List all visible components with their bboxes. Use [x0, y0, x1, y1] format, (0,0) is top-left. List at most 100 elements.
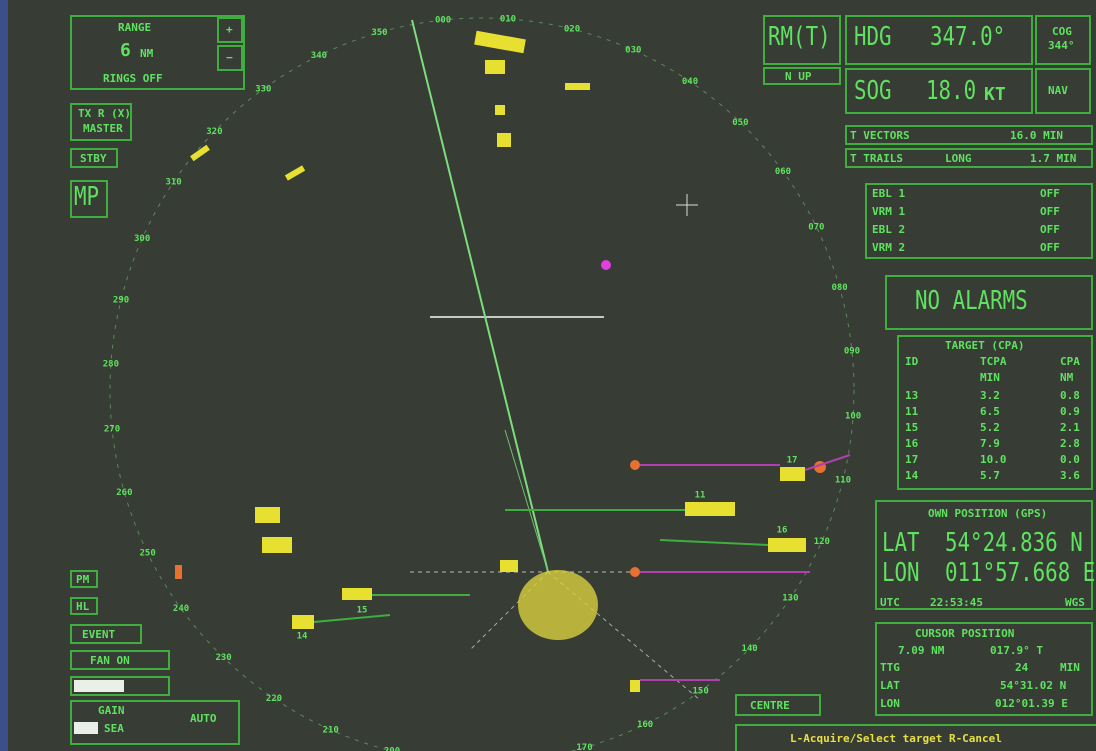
sea[interactable]: SEA: [104, 722, 124, 735]
standby: STBY: [80, 152, 107, 165]
centre-button[interactable]: [735, 694, 821, 716]
bearing-label: 210: [323, 725, 339, 735]
target-label: 11: [695, 491, 706, 501]
motion-button[interactable]: [70, 180, 108, 218]
cursor-position: [875, 622, 1093, 716]
motion-mode: MP: [74, 182, 100, 212]
rings-toggle[interactable]: RINGS OFF: [103, 72, 163, 85]
gain-level: [74, 680, 124, 692]
target-unit: NM: [1060, 371, 1074, 384]
vectors-row[interactable]: [845, 125, 1093, 145]
ebl-vrm-state[interactable]: OFF: [1040, 205, 1060, 218]
alarm-box: [885, 275, 1093, 330]
bearing-label: 020: [564, 25, 580, 35]
target-cell: 10.0: [980, 453, 1007, 466]
bearing-label: 320: [206, 127, 222, 137]
target-cell[interactable]: 17: [905, 453, 919, 466]
target-cell: 5.7: [980, 469, 1000, 482]
ebl-vrm-state[interactable]: OFF: [1040, 241, 1060, 254]
range-unit: NM: [140, 47, 154, 60]
sea-level: [74, 722, 98, 734]
ebl-vrm-name[interactable]: EBL 2: [872, 223, 906, 236]
heading-line: [411, 19, 549, 573]
ttg-value: 24: [1015, 661, 1029, 674]
hdg-value: 347.0°: [930, 22, 1006, 52]
fan-button[interactable]: [70, 650, 170, 670]
target-vectors: [313, 454, 851, 681]
status-text: L-Acquire/Select target R-Cancel: [790, 732, 1002, 745]
bearing-label: 330: [255, 85, 271, 95]
target-label: 16: [777, 526, 788, 536]
target-cell[interactable]: 16: [905, 437, 919, 450]
ebl-vrm-name[interactable]: EBL 1: [872, 187, 906, 200]
target-cell[interactable]: 11: [905, 405, 919, 418]
bearing-label: 080: [831, 283, 847, 293]
presentation[interactable]: RM(T): [768, 22, 831, 52]
bearing-label: 250: [140, 549, 156, 559]
ttg-label: TTG: [880, 661, 900, 674]
target-unit: MIN: [980, 371, 1000, 384]
target-cell[interactable]: 15: [905, 421, 919, 434]
own-position: [875, 500, 1093, 610]
presentation-box: [763, 15, 841, 65]
bearing-label: 070: [808, 222, 824, 232]
vectors-time: 16.0 MIN: [1010, 129, 1063, 142]
centre-label: CENTRE: [750, 699, 790, 712]
target-cell: 2.1: [1060, 421, 1080, 434]
ebl-vrm-state[interactable]: OFF: [1040, 223, 1060, 236]
ttg-unit: MIN: [1060, 661, 1080, 674]
target-label: 14: [297, 632, 308, 642]
bearing-label: 170: [576, 743, 592, 751]
lon-value: 011°57.668 E: [945, 558, 1096, 588]
target-cell: 3.2: [980, 389, 1000, 402]
hdg-label: HDG: [854, 22, 892, 52]
datum: WGS: [1065, 596, 1085, 609]
sog-box: [845, 68, 1033, 114]
standby-button[interactable]: [70, 148, 118, 168]
ebl-vrm-table: [865, 183, 1093, 259]
cursor-lon: 012°01.39 E: [995, 697, 1068, 710]
trails-label: T TRAILS: [850, 152, 903, 165]
bearing-label: 090: [844, 347, 860, 357]
sog-value: 18.0: [926, 76, 977, 106]
gain-slider[interactable]: [70, 676, 170, 696]
sog-unit: KT: [984, 84, 1006, 105]
bearing-label: 060: [775, 167, 791, 177]
transceiver-button[interactable]: [70, 103, 132, 141]
bearing-label: 260: [116, 488, 132, 498]
bearing-label: 150: [693, 686, 709, 696]
trails-row[interactable]: [845, 148, 1093, 168]
event-button[interactable]: [70, 624, 142, 644]
utc-label: UTC: [880, 596, 900, 609]
bearing-label: 050: [732, 118, 748, 128]
zoom-out-button[interactable]: [217, 45, 243, 71]
ebl-vrm-name[interactable]: VRM 2: [872, 241, 906, 254]
cursor-bearing: 017.9° T: [990, 644, 1043, 657]
ebl-vrm-name[interactable]: VRM 1: [872, 205, 906, 218]
bearing-label: 300: [134, 234, 150, 244]
bearing-label: 130: [782, 594, 798, 604]
nav-box: [1035, 68, 1091, 114]
bearing-label: 240: [173, 604, 189, 614]
pm-button[interactable]: [70, 570, 98, 588]
target-cell: 0.0: [1060, 453, 1080, 466]
target-cell[interactable]: 14: [905, 469, 919, 482]
orientation[interactable]: N UP: [785, 70, 812, 83]
auto[interactable]: AUTO: [190, 712, 217, 725]
ebl-vrm-state[interactable]: OFF: [1040, 187, 1060, 200]
target-column: ID: [905, 355, 919, 368]
bearing-label: 220: [266, 694, 282, 704]
cog-value: 344°: [1048, 39, 1075, 52]
fan: FAN ON: [90, 654, 130, 667]
target-label: 17: [787, 456, 798, 466]
zoom-in-button[interactable]: [217, 17, 243, 43]
target-label: 15: [357, 606, 368, 616]
target-cell: 2.8: [1060, 437, 1080, 450]
orientation-box: [763, 67, 841, 85]
bearing-label: 160: [637, 720, 653, 730]
hl-button[interactable]: [70, 597, 98, 615]
utc-value: 22:53:45: [930, 596, 983, 609]
target-cell: 7.9: [980, 437, 1000, 450]
target-cell[interactable]: 13: [905, 389, 919, 402]
